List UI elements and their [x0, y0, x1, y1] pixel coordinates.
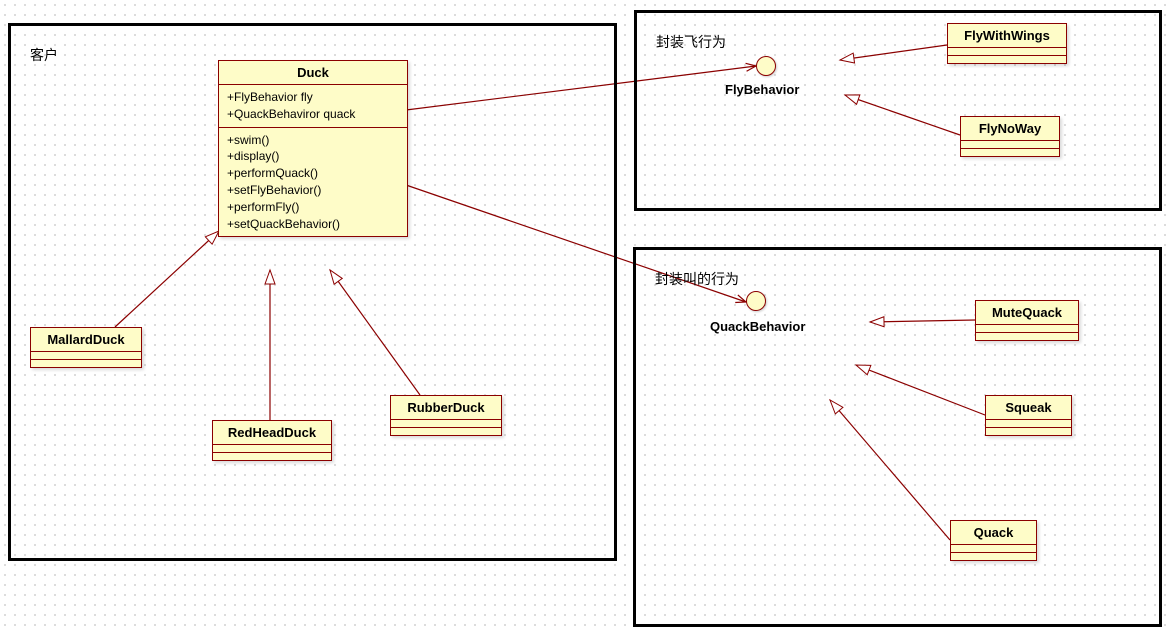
- class-section-empty: [948, 56, 1066, 63]
- class-duck-method: +swim(): [227, 132, 399, 149]
- class-section-empty: [948, 48, 1066, 56]
- class-section-empty: [986, 420, 1071, 428]
- class-flynoway: FlyNoWay: [960, 116, 1060, 157]
- class-squeak-title: Squeak: [986, 396, 1071, 420]
- class-duck-title: Duck: [219, 61, 407, 85]
- class-section-empty: [961, 141, 1059, 149]
- class-mutequack-title: MuteQuack: [976, 301, 1078, 325]
- class-quack_cls: Quack: [950, 520, 1037, 561]
- class-redhead: RedHeadDuck: [212, 420, 332, 461]
- class-section-empty: [391, 420, 501, 428]
- class-rubber: RubberDuck: [390, 395, 502, 436]
- class-duck-method: +setFlyBehavior(): [227, 182, 399, 199]
- class-duck-method: +performQuack(): [227, 165, 399, 182]
- class-duck-field: +FlyBehavior fly: [227, 89, 399, 106]
- class-section-empty: [213, 445, 331, 453]
- class-redhead-title: RedHeadDuck: [213, 421, 331, 445]
- class-section-empty: [213, 453, 331, 460]
- container-label-client: 客户: [30, 45, 58, 65]
- interface-flybehavior-icon: [756, 56, 776, 76]
- class-section-empty: [951, 553, 1036, 560]
- interface-quackbehavior-icon: [746, 291, 766, 311]
- class-quack_cls-title: Quack: [951, 521, 1036, 545]
- class-mallard: MallardDuck: [30, 327, 142, 368]
- class-rubber-title: RubberDuck: [391, 396, 501, 420]
- class-duck: Duck +FlyBehavior fly+QuackBehaviror qua…: [218, 60, 408, 237]
- interface-flybehavior-label: FlyBehavior: [725, 82, 799, 97]
- class-flywings-title: FlyWithWings: [948, 24, 1066, 48]
- interface-quackbehavior-label: QuackBehavior: [710, 319, 805, 334]
- class-duck-methods: +swim()+display()+performQuack()+setFlyB…: [219, 128, 407, 237]
- container-label-fly: 封装飞行为: [656, 32, 726, 52]
- class-duck-fields: +FlyBehavior fly+QuackBehaviror quack: [219, 85, 407, 128]
- class-squeak: Squeak: [985, 395, 1072, 436]
- container-label-quack: 封装叫的行为: [655, 269, 739, 289]
- class-section-empty: [31, 360, 141, 367]
- class-duck-method: +display(): [227, 148, 399, 165]
- class-flywings: FlyWithWings: [947, 23, 1067, 64]
- class-section-empty: [986, 428, 1071, 435]
- class-section-empty: [391, 428, 501, 435]
- class-duck-field: +QuackBehaviror quack: [227, 106, 399, 123]
- class-flynoway-title: FlyNoWay: [961, 117, 1059, 141]
- class-section-empty: [951, 545, 1036, 553]
- class-section-empty: [976, 333, 1078, 340]
- class-section-empty: [31, 352, 141, 360]
- class-duck-method: +setQuackBehavior(): [227, 216, 399, 233]
- class-mutequack: MuteQuack: [975, 300, 1079, 341]
- class-mallard-title: MallardDuck: [31, 328, 141, 352]
- class-section-empty: [976, 325, 1078, 333]
- container-quack: [633, 247, 1162, 627]
- class-section-empty: [961, 149, 1059, 156]
- class-duck-method: +performFly(): [227, 199, 399, 216]
